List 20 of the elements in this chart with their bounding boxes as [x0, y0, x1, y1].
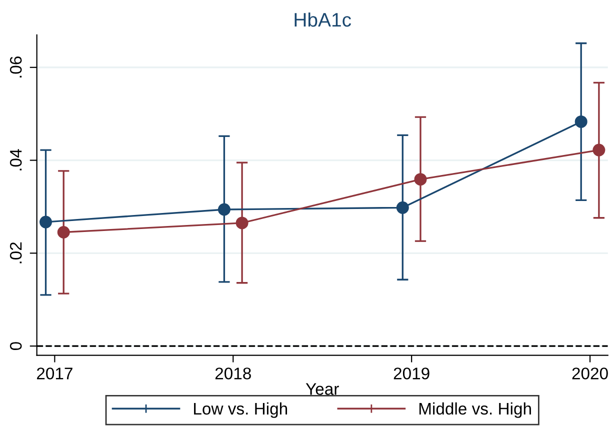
- point: [396, 201, 409, 214]
- y-tick-label: .06: [10, 56, 22, 78]
- y-tick-label: 0: [10, 342, 22, 350]
- legend-label: Low vs. High: [194, 402, 288, 418]
- x-tick-label: 2017: [36, 368, 72, 380]
- point: [218, 203, 230, 216]
- point: [57, 226, 70, 239]
- y-tick-label: .02: [10, 242, 22, 264]
- point: [414, 173, 427, 186]
- x-tick-label: 2018: [215, 368, 251, 380]
- y-tick-label: .04: [10, 149, 22, 170]
- point: [592, 144, 606, 156]
- legend-label: Middle vs. High: [419, 402, 531, 418]
- x-tick-label: 2020: [572, 368, 608, 380]
- x-tick-label: 2019: [394, 368, 430, 380]
- point: [236, 216, 248, 230]
- point: [40, 216, 52, 228]
- x-axis-title: Year: [306, 383, 339, 395]
- point: [574, 115, 588, 128]
- chart-title: HbA1c: [294, 12, 352, 27]
